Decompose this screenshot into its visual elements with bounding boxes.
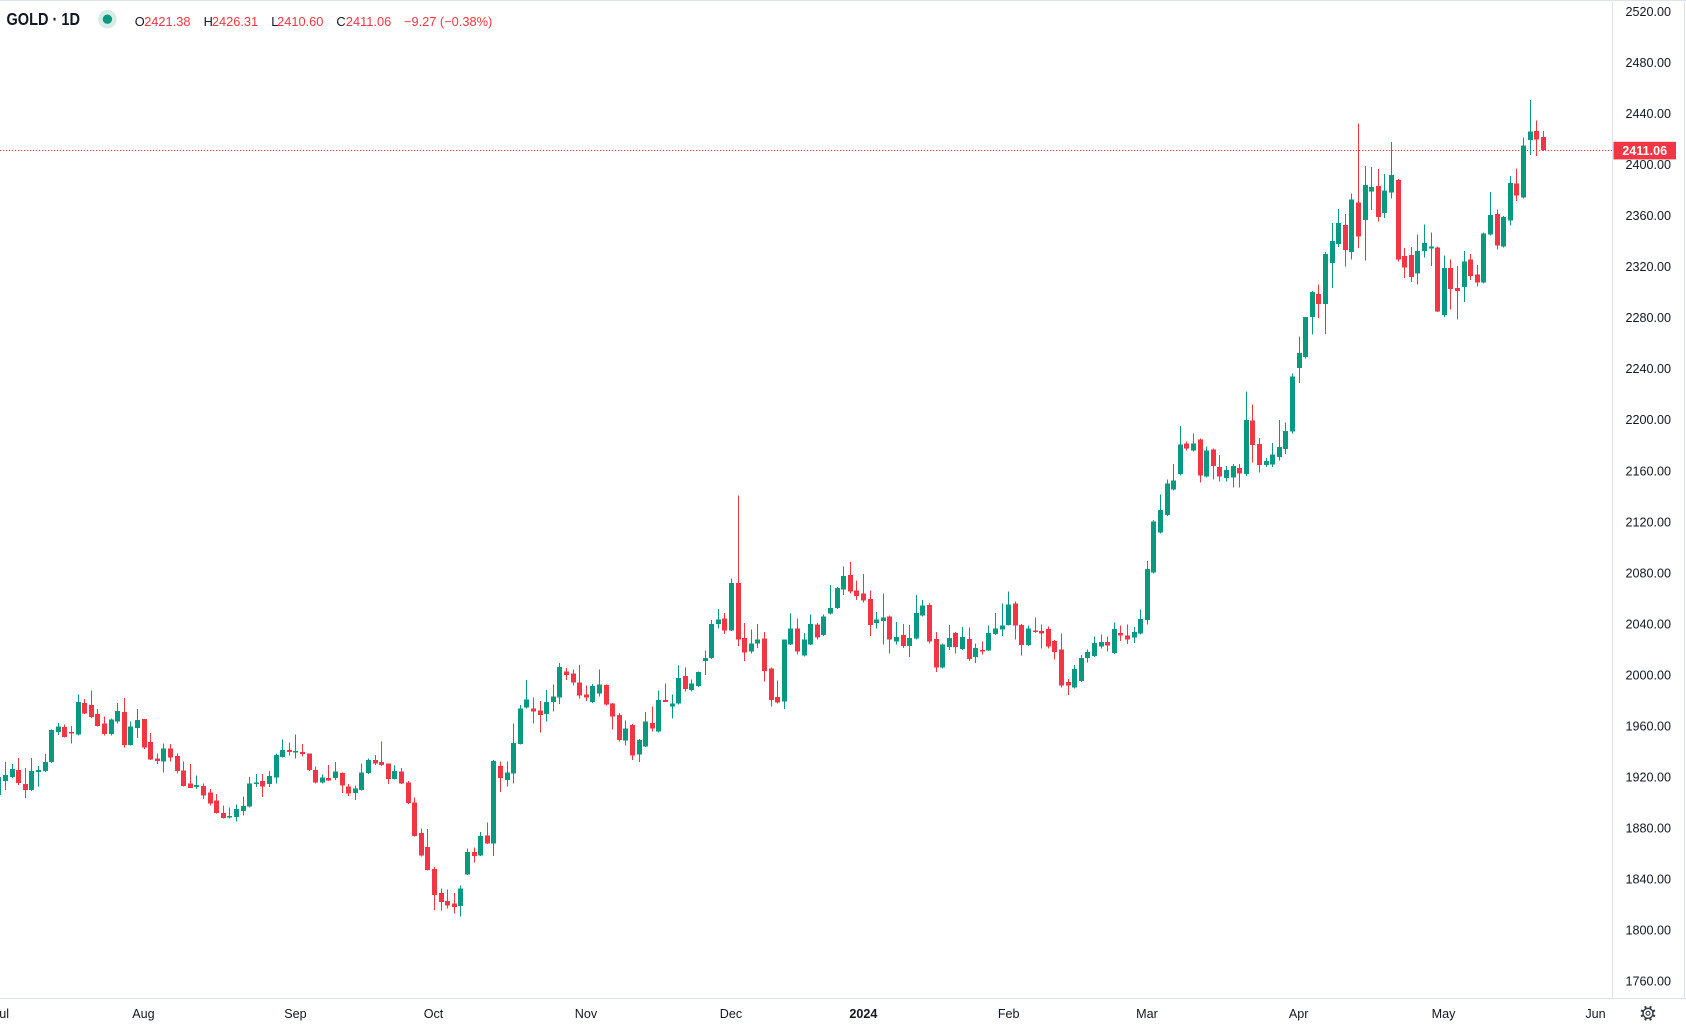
svg-text:2040.00: 2040.00 [1625, 617, 1671, 631]
svg-text:1920.00: 1920.00 [1625, 770, 1671, 784]
svg-text:L: L [271, 14, 278, 29]
svg-text:1800.00: 1800.00 [1625, 924, 1671, 938]
svg-text:GOLD · 1D: GOLD · 1D [7, 9, 81, 29]
svg-text:2440.00: 2440.00 [1625, 107, 1671, 121]
svg-text:2240.00: 2240.00 [1625, 362, 1671, 376]
svg-text:2200.00: 2200.00 [1625, 413, 1671, 427]
svg-text:1840.00: 1840.00 [1625, 872, 1671, 886]
svg-text:May: May [1432, 1007, 1456, 1021]
svg-text:2320.00: 2320.00 [1625, 260, 1671, 274]
svg-text:Jun: Jun [1585, 1007, 1605, 1021]
svg-text:2411.06: 2411.06 [346, 14, 391, 29]
svg-text:2080.00: 2080.00 [1625, 566, 1671, 580]
svg-text:2280.00: 2280.00 [1625, 311, 1671, 325]
svg-text:2160.00: 2160.00 [1625, 464, 1671, 478]
svg-text:−9.27 (−0.38%): −9.27 (−0.38%) [404, 14, 492, 29]
svg-text:2360.00: 2360.00 [1625, 209, 1671, 223]
svg-text:2120.00: 2120.00 [1625, 515, 1671, 529]
svg-text:2400.00: 2400.00 [1625, 158, 1671, 172]
svg-text:Dec: Dec [720, 1007, 742, 1021]
svg-text:H: H [204, 14, 213, 29]
svg-text:Jul: Jul [0, 1007, 9, 1021]
svg-text:Nov: Nov [575, 1007, 598, 1021]
svg-text:1960.00: 1960.00 [1625, 719, 1671, 733]
svg-text:Apr: Apr [1289, 1007, 1309, 1021]
svg-text:2520.00: 2520.00 [1625, 5, 1671, 19]
svg-text:2411.06: 2411.06 [1622, 144, 1667, 158]
svg-text:2421.38: 2421.38 [144, 14, 190, 29]
svg-text:2480.00: 2480.00 [1625, 56, 1671, 70]
svg-text:1880.00: 1880.00 [1625, 821, 1671, 835]
svg-text:2410.60: 2410.60 [277, 14, 323, 29]
svg-text:O: O [135, 14, 145, 29]
svg-text:Sep: Sep [284, 1007, 306, 1021]
svg-text:C: C [336, 14, 345, 29]
svg-text:Mar: Mar [1136, 1007, 1158, 1021]
svg-text:Aug: Aug [132, 1007, 154, 1021]
svg-text:2024: 2024 [849, 1007, 877, 1021]
svg-text:1760.00: 1760.00 [1625, 975, 1671, 989]
svg-text:Oct: Oct [424, 1007, 444, 1021]
svg-text:2000.00: 2000.00 [1625, 668, 1671, 682]
svg-text:2426.31: 2426.31 [212, 14, 258, 29]
svg-text:Feb: Feb [998, 1007, 1020, 1021]
